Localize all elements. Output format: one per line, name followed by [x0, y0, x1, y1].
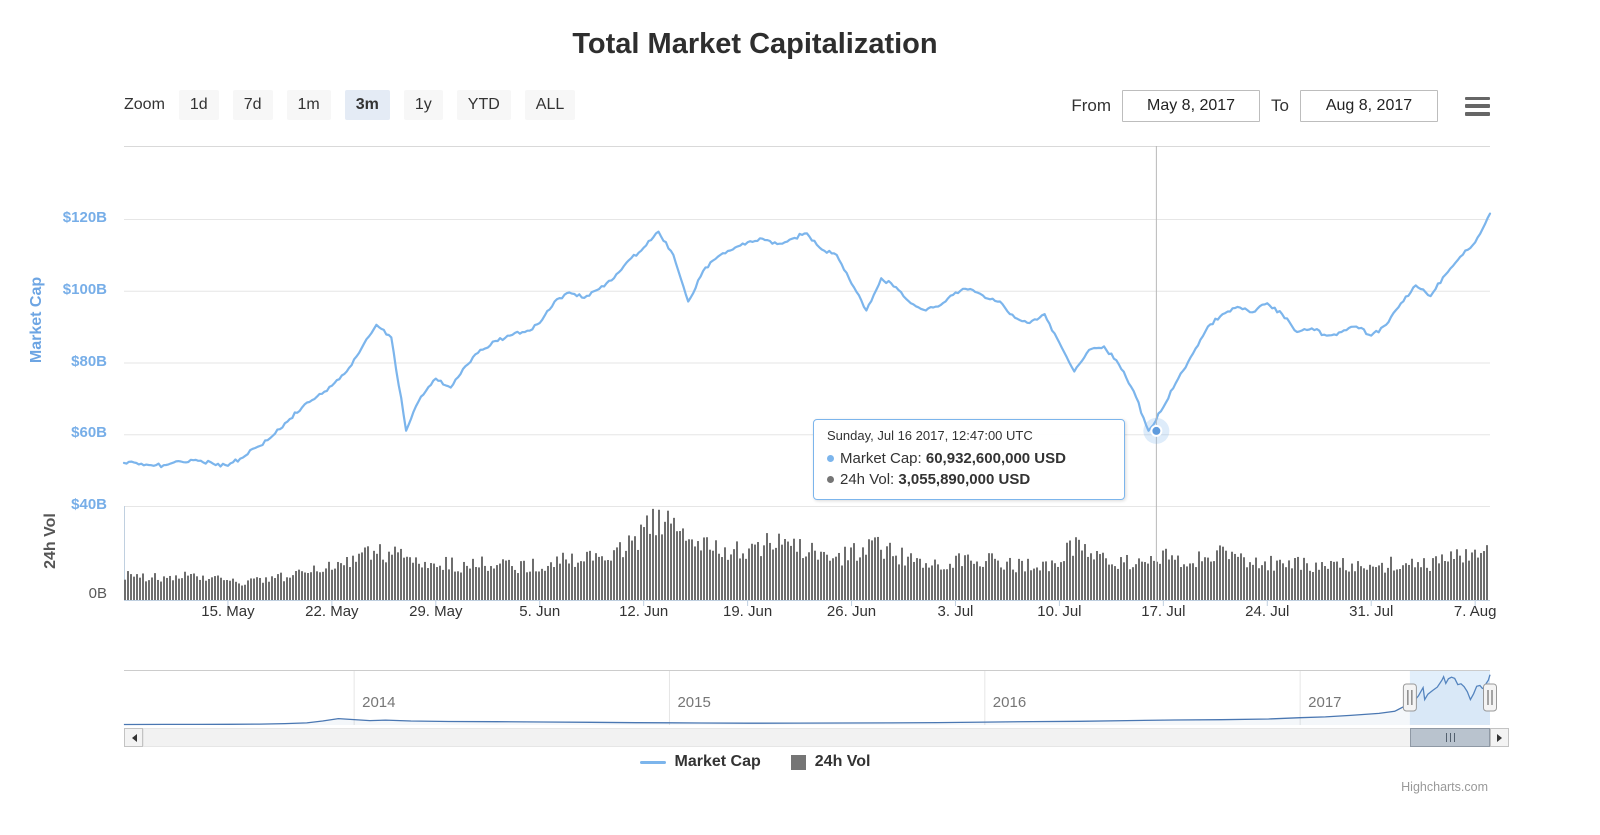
yaxis-label-40: $40B — [71, 496, 107, 513]
navigator[interactable] — [123, 670, 1497, 726]
tooltip: Sunday, Jul 16 2017, 12:47:00 UTC Market… — [813, 419, 1125, 500]
highcharts-credit[interactable]: Highcharts.com — [1401, 780, 1488, 794]
zoom-label: Zoom — [124, 96, 165, 113]
from-label: From — [1071, 96, 1112, 115]
xaxis-label-5Jun: 5. Jun — [519, 603, 561, 620]
zoom-button-ytd[interactable]: YTD — [456, 90, 511, 120]
navigator-selected-range[interactable] — [1409, 671, 1490, 725]
legend-item-24h-vol[interactable]: 24h Vol — [790, 753, 870, 771]
scrollbar-right-arrow-icon[interactable] — [1490, 728, 1509, 747]
navigator-right-handle-icon[interactable] — [1483, 683, 1497, 712]
yaxis-label-0b: 0B — [88, 585, 107, 602]
tooltip-row-24h-vol: 24h Vol: 3,055,890,000 USD — [827, 469, 1111, 490]
scrollbar-track[interactable] — [143, 728, 1490, 747]
zoom-button-3m[interactable]: 3m — [344, 90, 390, 120]
scrollbar-thumb[interactable] — [1410, 728, 1490, 747]
navigator-year-2014: 2014 — [362, 694, 396, 711]
xaxis-label-22May: 22. May — [305, 603, 359, 620]
market-cap-line-icon — [639, 760, 666, 764]
vol-bullet-icon — [827, 476, 834, 483]
yaxis-label-100: $100B — [62, 280, 107, 298]
yaxis-label-120: $120B — [62, 209, 107, 226]
xaxis-label-31Jul: 31. Jul — [1349, 603, 1394, 620]
navigator-year-2017: 2017 — [1308, 694, 1342, 711]
to-label: To — [1271, 96, 1289, 115]
market-cap-bullet-icon — [827, 455, 834, 462]
xaxis-label-29May: 29. May — [409, 603, 463, 620]
xaxis-label-24Jul: 24. Jul — [1245, 603, 1290, 620]
hover-point-marker — [1150, 424, 1163, 437]
tooltip-market-cap-value: 60,932,600,000 USD — [925, 450, 1066, 467]
xaxis-label-12Jun: 12. Jun — [619, 603, 669, 620]
vol-square-icon — [790, 754, 806, 770]
tooltip-row-market-cap: Market Cap: 60,932,600,000 USD — [827, 448, 1111, 469]
zoom-button-1y[interactable]: 1y — [403, 90, 443, 120]
scrollbar-left-arrow-icon[interactable] — [124, 728, 143, 747]
yaxis-title-24h-vol: 24h Vol — [42, 513, 59, 569]
zoom-button-group: Zoom 1d 7d 1m 3m 1y YTD ALL — [124, 90, 576, 120]
xaxis-label-3Jul: 3. Jul — [937, 603, 974, 620]
legend: Market Cap 24h Vol — [0, 753, 1510, 771]
xaxis-label-7Aug: 7. Aug — [1453, 603, 1497, 620]
chart-title: Total Market Capitalization — [572, 28, 938, 60]
navigator-year-2016: 2016 — [992, 694, 1027, 711]
xaxis-label-15May: 15. May — [201, 603, 255, 620]
tooltip-vol-value: 3,055,890,000 USD — [898, 471, 1031, 488]
yaxis-label-60: $60B — [71, 424, 107, 442]
zoom-button-7d[interactable]: 7d — [232, 90, 273, 120]
to-date-input[interactable] — [1300, 90, 1438, 122]
zoom-button-1m[interactable]: 1m — [286, 90, 331, 120]
xaxis-label-17Jul: 17. Jul — [1141, 603, 1186, 620]
xaxis-label-10Jul: 10. Jul — [1037, 603, 1082, 620]
from-date-input[interactable] — [1122, 90, 1261, 122]
yaxis-label-80: $80B — [71, 352, 107, 370]
navigator-left-handle-icon[interactable] — [1402, 683, 1417, 712]
zoom-button-all[interactable]: ALL — [524, 90, 576, 120]
legend-item-market-cap[interactable]: Market Cap — [639, 753, 761, 771]
navigator-scrollbar — [124, 728, 1510, 747]
main-chart[interactable] — [122, 146, 1492, 608]
xaxis-label-19Jun: 19. Jun — [722, 603, 773, 620]
navigator-year-2015: 2015 — [677, 694, 711, 711]
date-range-group: From To — [1071, 90, 1490, 122]
tooltip-date: Sunday, Jul 16 2017, 12:47:00 UTC — [827, 428, 1033, 443]
zoom-button-1d[interactable]: 1d — [178, 90, 219, 120]
context-menu-button[interactable] — [1465, 96, 1490, 116]
xaxis-label-26Jun: 26. Jun — [826, 603, 877, 620]
